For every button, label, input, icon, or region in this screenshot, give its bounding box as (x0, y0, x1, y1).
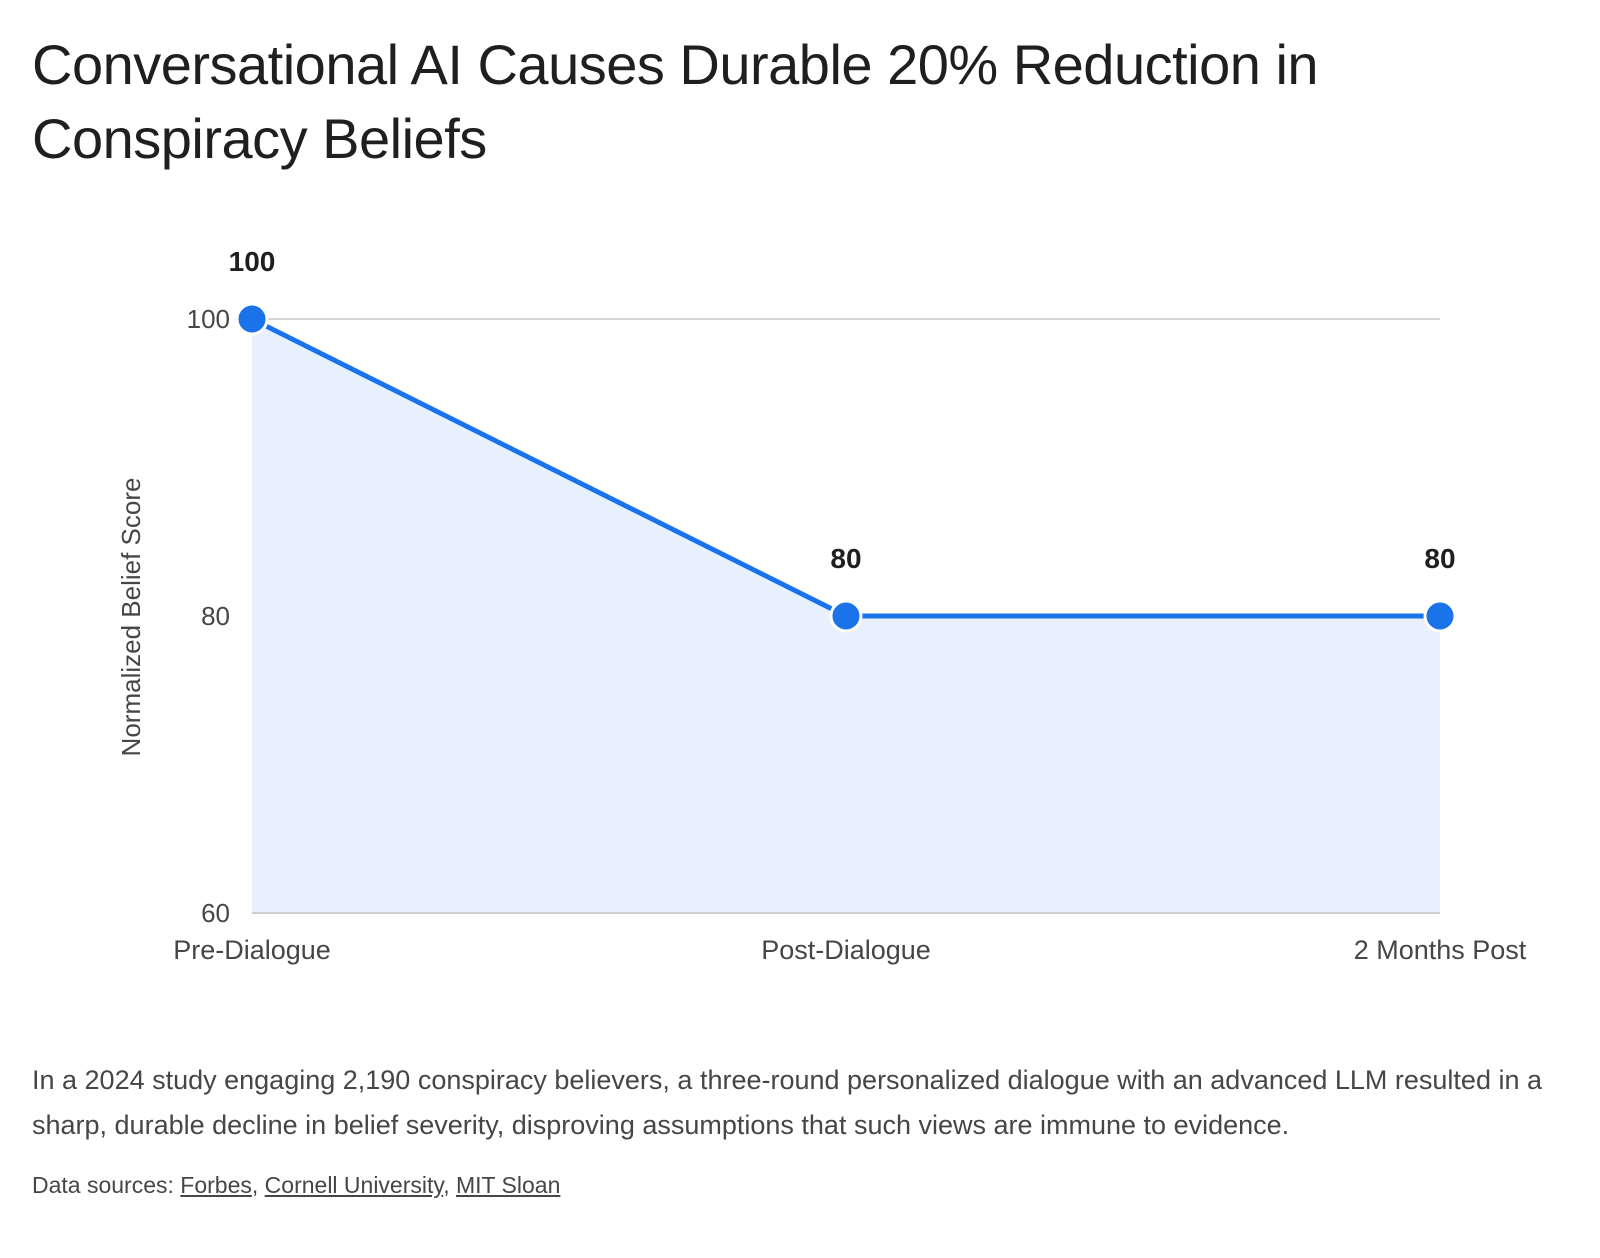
chart-caption: In a 2024 study engaging 2,190 conspirac… (32, 1065, 1542, 1140)
line-chart: 100 80 80 60 80 100 Pre-Dialogue Post-Dialogu… (116, 246, 1527, 965)
data-point-2 (1423, 599, 1457, 633)
data-point-1 (829, 599, 863, 633)
data-labels: 100 80 80 (229, 246, 1456, 574)
x-tick-label-1: Post-Dialogue (761, 935, 931, 965)
chart-title: Conversational AI Causes Durable 20% Red… (32, 33, 1319, 170)
y-tick-label-80: 80 (201, 601, 230, 631)
sources-separator: , (443, 1172, 456, 1198)
source-link-mit-sloan[interactable]: MIT Sloan (455, 1172, 561, 1198)
source-link-cornell-university[interactable]: Cornell University (264, 1172, 444, 1198)
x-axis-ticks: Pre-Dialogue Post-Dialogue 2 Months Post (173, 935, 1527, 965)
data-points (235, 302, 1457, 633)
data-sources: Data sources: Forbes, Cornell University… (32, 1168, 560, 1202)
data-label-2: 80 (1424, 543, 1455, 574)
y-tick-label-100: 100 (187, 304, 230, 334)
sources-separator: , (251, 1172, 265, 1198)
data-label-1: 80 (830, 543, 861, 574)
data-point-0 (235, 302, 269, 336)
y-axis-title: Normalized Belief Score (116, 478, 146, 757)
x-tick-label-0: Pre-Dialogue (173, 935, 331, 965)
y-axis-ticks: 60 80 100 (187, 304, 230, 928)
y-tick-label-60: 60 (201, 898, 230, 928)
data-label-0: 100 (229, 246, 276, 277)
source-link-forbes[interactable]: Forbes (180, 1172, 252, 1198)
x-tick-label-2: 2 Months Post (1354, 935, 1527, 965)
sources-prefix: Data sources: (32, 1172, 181, 1198)
